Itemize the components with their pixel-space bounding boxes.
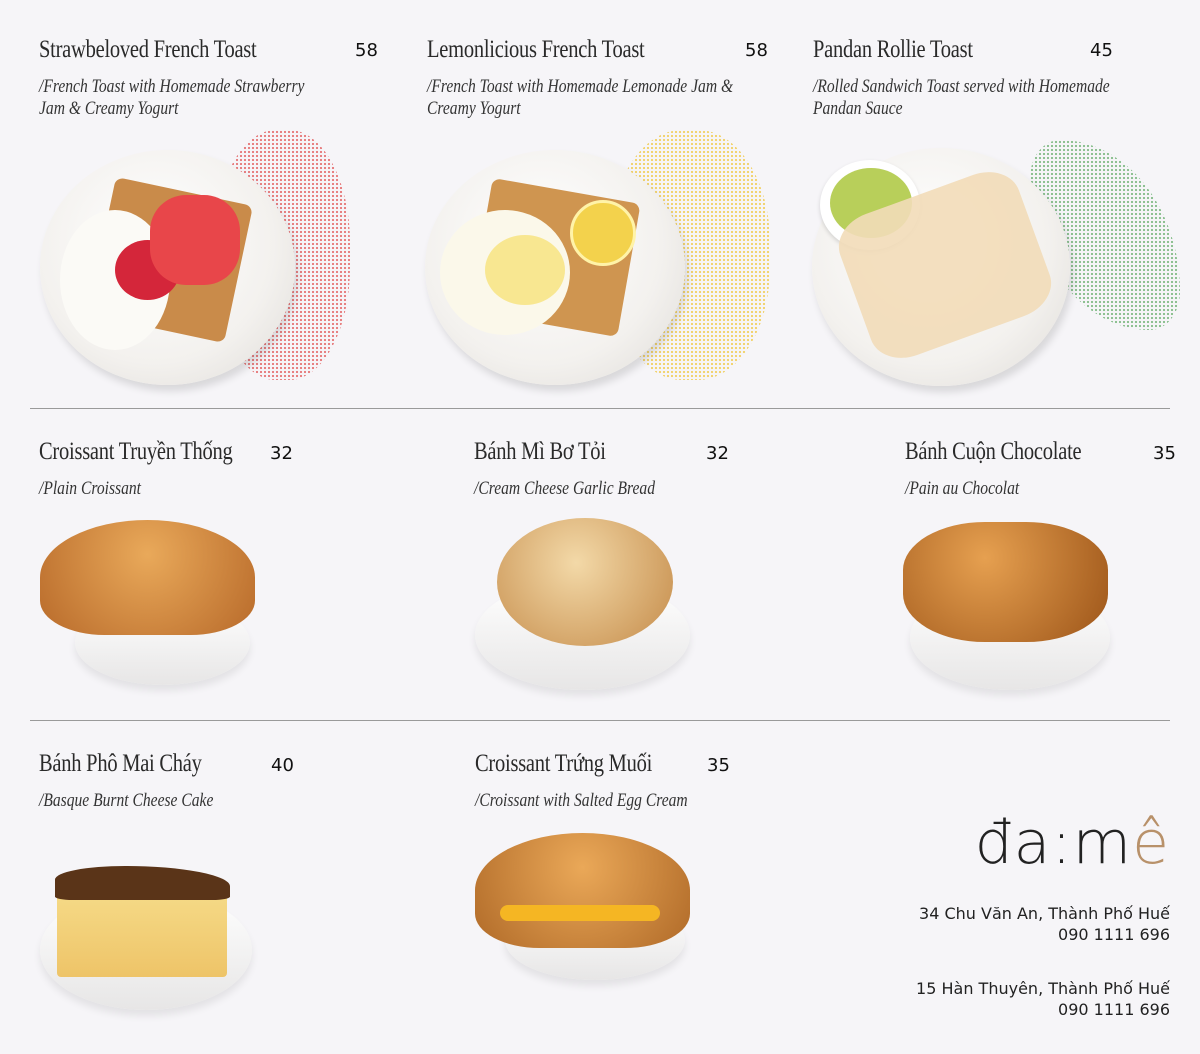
- item-description: /Cream Cheese Garlic Bread: [474, 478, 656, 499]
- section-divider: [30, 408, 1170, 409]
- item-price: 58: [355, 40, 378, 61]
- item-price: 58: [745, 40, 768, 61]
- item-description: /French Toast with Homemade Lemonade Jam…: [427, 76, 734, 97]
- address: 34 Chu Văn An, Thành Phố Huế: [919, 904, 1170, 923]
- item-name: Lemonlicious French Toast: [427, 36, 645, 63]
- phone: 090 1111 696: [1058, 1000, 1170, 1019]
- item-name: Bánh Cuộn Chocolate: [905, 438, 1082, 465]
- item-description: /Plain Croissant: [39, 478, 142, 499]
- address: 15 Hàn Thuyên, Thành Phố Huế: [916, 979, 1170, 998]
- item-description: /French Toast with Homemade Strawberry: [39, 76, 305, 97]
- section-divider: [30, 720, 1170, 721]
- item-description: /Basque Burnt Cheese Cake: [39, 790, 214, 811]
- item-price: 32: [270, 443, 293, 464]
- location-1: 34 Chu Văn An, Thành Phố Huế 090 1111 69…: [919, 903, 1170, 945]
- phone: 090 1111 696: [1058, 925, 1170, 944]
- dame-logo: đa:mê: [975, 808, 1170, 878]
- item-price: 45: [1090, 40, 1113, 61]
- item-description: Jam & Creamy Yogurt: [39, 98, 179, 119]
- item-description: /Rolled Sandwich Toast served with Homem…: [813, 76, 1110, 97]
- item-price: 40: [271, 755, 294, 776]
- item-price: 35: [1153, 443, 1176, 464]
- item-description: /Pain au Chocolat: [905, 478, 1020, 499]
- item-name: Strawbeloved French Toast: [39, 36, 257, 63]
- item-description: Pandan Sauce: [813, 98, 903, 119]
- item-name: Bánh Phô Mai Cháy: [39, 750, 202, 777]
- item-price: 35: [707, 755, 730, 776]
- item-description: /Croissant with Salted Egg Cream: [475, 790, 688, 811]
- logo-accent: ê: [1132, 808, 1170, 878]
- item-description: Creamy Yogurt: [427, 98, 521, 119]
- item-price: 32: [706, 443, 729, 464]
- item-name: Croissant Truyền Thống: [39, 438, 233, 465]
- item-name: Croissant Trứng Muối: [475, 750, 653, 777]
- item-name: Pandan Rollie Toast: [813, 36, 973, 63]
- location-2: 15 Hàn Thuyên, Thành Phố Huế 090 1111 69…: [916, 978, 1170, 1020]
- item-name: Bánh Mì Bơ Tỏi: [474, 438, 606, 465]
- logo-text: đa:m: [974, 808, 1133, 878]
